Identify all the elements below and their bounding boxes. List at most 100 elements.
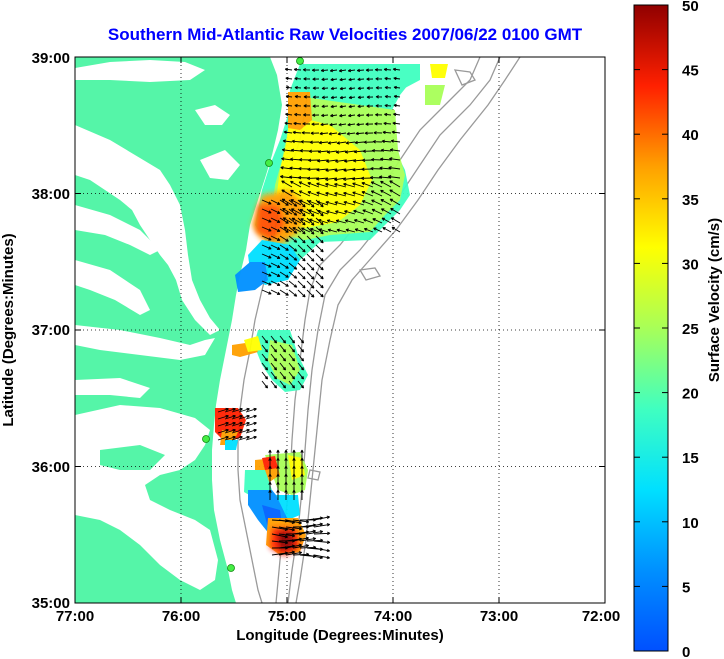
velocity-arrow	[325, 168, 338, 172]
velocity-arrow	[391, 130, 401, 134]
velocity-arrow	[307, 191, 320, 197]
velocity-arrow	[315, 208, 324, 217]
velocity-arrow	[302, 68, 311, 72]
velocity-arrow	[294, 103, 302, 108]
y-tick-label: 37:00	[32, 322, 70, 339]
velocity-arrow	[282, 207, 293, 215]
plot-area	[75, 57, 605, 603]
velocity-arrow	[311, 68, 320, 72]
velocity-arrow	[285, 112, 293, 117]
velocity-arrow	[292, 536, 309, 542]
velocity-arrow	[354, 228, 365, 233]
velocity-arrow	[362, 149, 374, 153]
velocity-arrow	[282, 139, 293, 143]
velocity-arrow	[292, 227, 302, 233]
velocity-arrow	[339, 113, 347, 118]
velocity-arrow	[326, 159, 338, 163]
velocity-arrow	[393, 85, 401, 90]
velocity-arrow	[294, 85, 302, 90]
velocity-arrow	[384, 112, 392, 117]
velocity-arrow	[328, 132, 338, 136]
velocity-arrow	[321, 86, 329, 91]
chesapeake-bay	[75, 125, 220, 335]
velocity-arrow	[288, 253, 298, 261]
velocity-arrow	[297, 199, 306, 208]
x-tick-label: 74:00	[374, 608, 412, 625]
velocity-arrow	[315, 271, 324, 280]
velocity-arrow	[270, 289, 281, 295]
velocity-arrow	[261, 280, 272, 286]
velocity-arrow	[279, 353, 287, 362]
velocity-arrow	[393, 76, 401, 81]
velocity-arrow	[380, 199, 392, 206]
map-title: Southern Mid-Atlantic Raw Velocities 200…	[108, 25, 583, 44]
velocity-arrow	[338, 68, 347, 73]
velocity-arrow	[315, 235, 324, 244]
velocity-arrow	[283, 226, 293, 233]
velocity-arrow	[343, 182, 356, 188]
velocity-arrow	[294, 94, 302, 99]
velocity-arrow	[371, 199, 383, 206]
velocity-arrow	[326, 150, 338, 154]
velocity-arrow	[303, 77, 311, 81]
velocity-arrow	[315, 289, 324, 298]
velocity-arrow	[344, 159, 356, 163]
velocity-arrow	[330, 95, 338, 100]
velocity-arrow	[383, 121, 392, 126]
velocity-arrow	[279, 244, 289, 251]
velocity-arrow	[297, 344, 305, 353]
velocity-arrow	[292, 130, 302, 135]
velocity-arrow	[217, 428, 229, 434]
velocity-arrow	[288, 280, 298, 288]
velocity-arrow	[389, 198, 401, 206]
velocity-arrow	[357, 95, 365, 100]
radar-stations	[202, 57, 304, 572]
velocity-arrow	[279, 335, 287, 344]
velocity-arrow	[307, 182, 320, 188]
velocity-arrow	[361, 181, 374, 188]
velocity-arrow	[270, 380, 278, 389]
velocity-arrow	[339, 77, 347, 82]
velocity-arrow	[348, 86, 356, 91]
velocity-arrow	[371, 208, 383, 215]
velocity-arrows	[217, 67, 401, 560]
velocity-arrow	[338, 123, 347, 127]
velocity-arrow	[245, 407, 257, 413]
velocity-arrow	[391, 226, 401, 233]
velocity-arrow	[285, 519, 302, 525]
velocity-arrow	[325, 177, 338, 181]
velocity-arrow	[329, 122, 338, 127]
velocity-arrow	[384, 94, 392, 99]
velocity-arrow	[384, 103, 392, 108]
velocity-arrow	[344, 210, 356, 215]
velocity-arrow	[334, 182, 347, 188]
velocity-arrow	[285, 103, 293, 108]
velocity-arrow	[294, 76, 302, 81]
velocity-arrow	[364, 131, 374, 135]
velocity-arrow	[343, 200, 356, 206]
velocity-arrow	[245, 421, 257, 427]
velocity-arrow	[346, 132, 356, 136]
velocity-arrow	[292, 489, 296, 501]
velocity-arrow	[317, 150, 329, 154]
velocity-arrow	[238, 421, 250, 427]
velocity-arrow	[261, 208, 272, 214]
velocity-arrow	[370, 190, 383, 197]
velocity-arrow	[309, 227, 320, 233]
velocity-arrow	[348, 104, 356, 109]
velocity-arrow	[354, 140, 365, 145]
velocity-arrow	[299, 149, 311, 153]
velocity-arrow	[373, 131, 383, 135]
x-tick-label: 76:00	[162, 608, 200, 625]
velocity-arrow	[315, 244, 324, 253]
velocity-arrow	[279, 280, 289, 287]
velocity-arrow	[309, 140, 320, 144]
velocity-arrow	[352, 182, 365, 188]
velocity-arrow	[261, 380, 269, 389]
velocity-arrow	[270, 217, 281, 223]
velocity-arrow	[326, 219, 338, 224]
velocity-arrow	[224, 435, 236, 441]
colorbar-tick-label: 10	[682, 515, 699, 532]
velocity-arrow	[288, 344, 296, 353]
velocity-arrow	[261, 262, 272, 268]
